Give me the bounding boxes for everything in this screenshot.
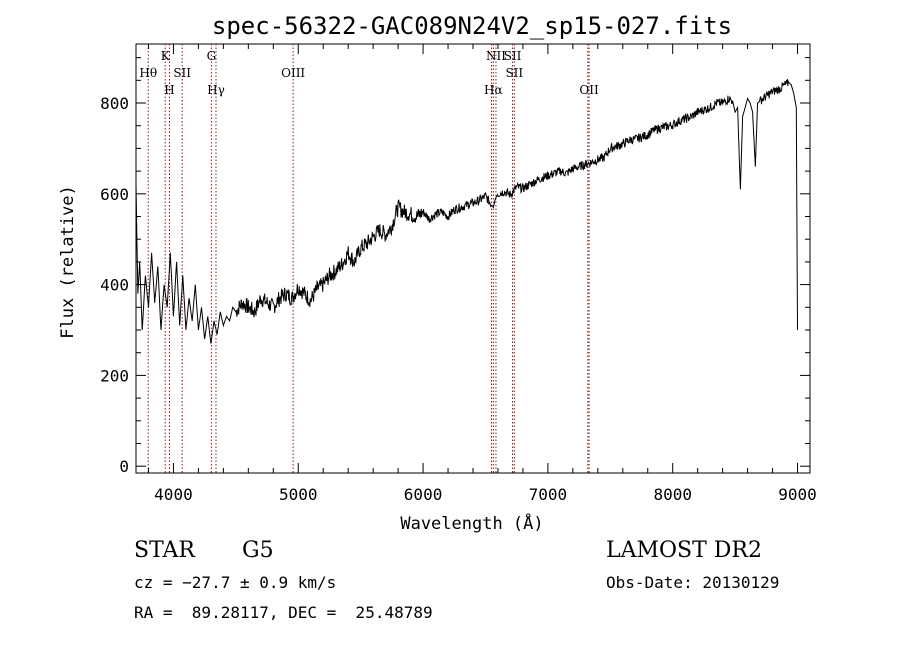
object-class: STAR [134,538,195,563]
y-axis: 0 200 400 600 800 [100,57,810,476]
x-axis: 4000 5000 6000 7000 8000 9000 [147,44,817,504]
x-tick-label: 5000 [279,485,318,504]
chart-title: spec-56322-GAC089N24V2_sp15-027.fits [212,12,732,40]
line-label: H [164,83,174,97]
plot-frame [135,43,811,474]
spectral-subclass: G5 [242,538,274,563]
x-tick-label: 6000 [404,485,443,504]
x-tick-label: 8000 [653,485,692,504]
line-label: SII [504,49,522,63]
line-label: SII [505,66,523,80]
line-label: Hθ [139,66,157,80]
redshift-velocity: cz = −27.7 ± 0.9 km/s [134,573,337,592]
x-tick-label: 4000 [154,485,193,504]
plot-border [135,43,811,474]
line-label: Hγ [207,83,225,97]
line-label: Hα [484,83,503,97]
spectrum-line [135,79,798,344]
line-label: OIII [281,66,305,80]
emission-line-markers [147,44,590,473]
line-label: K [161,49,171,63]
coordinates: RA = 89.28117, DEC = 25.48789 [134,603,433,622]
y-tick-label: 400 [100,276,129,295]
y-tick-label: 200 [100,366,129,385]
x-axis-label: Wavelength (Å) [400,512,543,534]
line-label: OII [579,83,599,97]
survey-name: LAMOST DR2 [606,538,762,563]
line-label: SII [173,66,191,80]
y-tick-label: 800 [100,94,129,113]
line-label: NII [486,49,506,63]
x-tick-label: 9000 [778,485,817,504]
x-tick-label: 7000 [529,485,568,504]
y-axis-label: Flux (relative) [58,185,78,339]
y-tick-label: 600 [100,185,129,204]
y-tick-label: 0 [119,457,129,476]
observation-date: Obs-Date: 20130129 [606,573,780,592]
line-label: G [207,49,217,63]
